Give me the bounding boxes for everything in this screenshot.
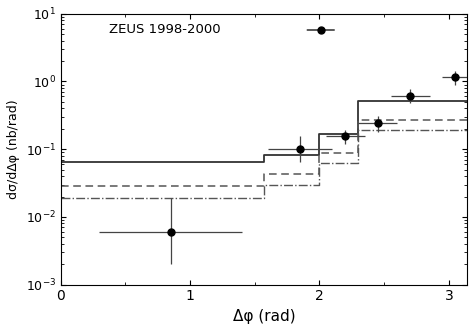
- Y-axis label: dσ/dΔφ (nb/rad): dσ/dΔφ (nb/rad): [7, 99, 20, 199]
- X-axis label: Δφ (rad): Δφ (rad): [233, 309, 295, 324]
- Text: ZEUS 1998-2000: ZEUS 1998-2000: [109, 24, 221, 36]
